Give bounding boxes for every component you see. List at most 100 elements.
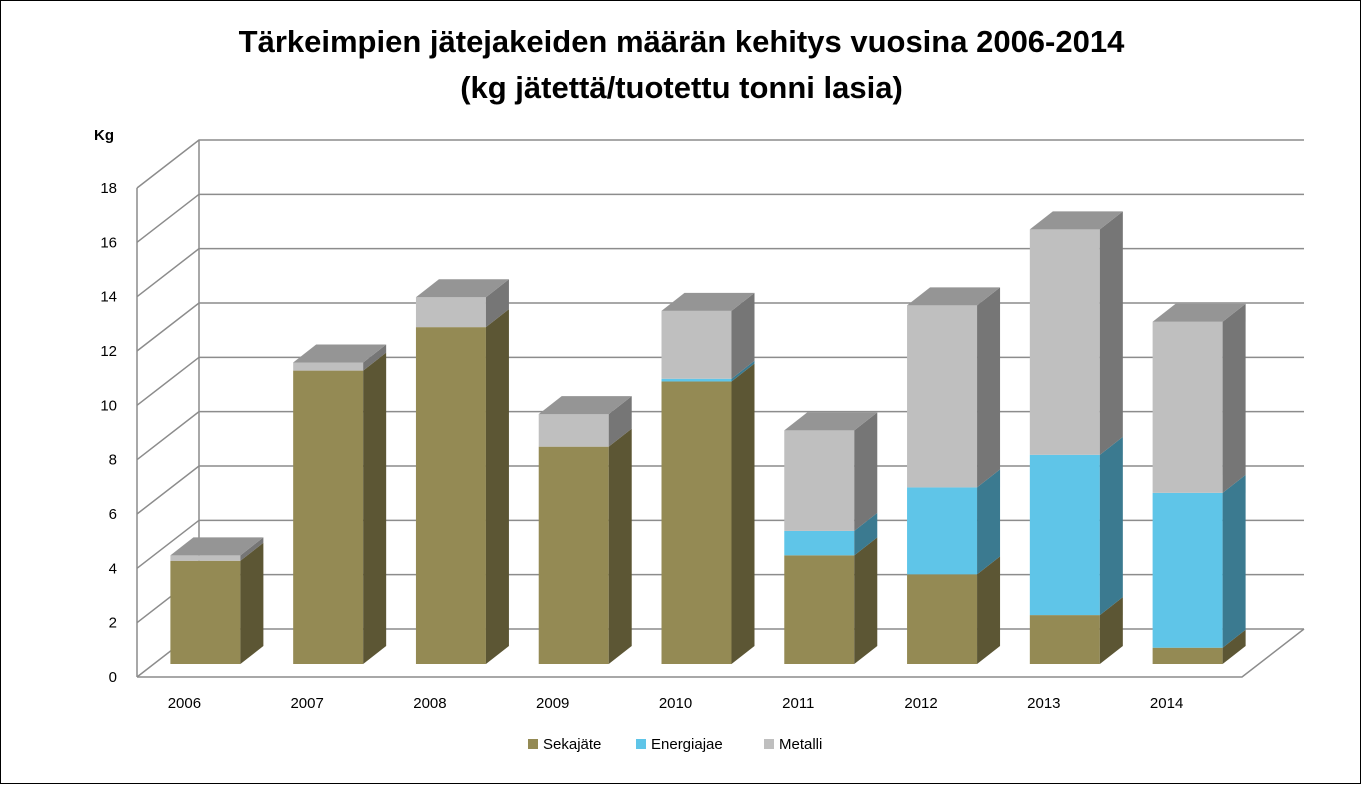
bar-side [977, 469, 1001, 575]
bar-side [608, 428, 632, 664]
bar-side [731, 292, 755, 379]
bar-top [293, 344, 387, 363]
x-tick-label: 2006 [168, 695, 201, 712]
y-tick-label: 2 [109, 615, 117, 632]
gridline [136, 247, 1304, 298]
bar-side [1222, 474, 1246, 648]
x-tick-label: 2013 [1027, 695, 1060, 712]
gridline [136, 139, 1304, 189]
y-tick-labels: 0 2 4 6 8 10 12 14 16 18 [100, 180, 117, 686]
bar-metalli-2010 [661, 292, 755, 379]
bar-top [907, 287, 1001, 306]
y-tick-label: 16 [100, 234, 117, 251]
bar-front [415, 297, 486, 328]
bar-energiajae-2011 [784, 512, 878, 556]
bar-energiajae-2010 [661, 360, 755, 382]
bar-side [731, 363, 755, 664]
bar-side [854, 512, 878, 556]
x-tick-label: 2014 [1150, 695, 1183, 712]
chart-title-line-2: (kg jätettä/tuotettu tonni lasia) [460, 70, 903, 105]
bar-side [485, 279, 509, 328]
bar-energiajae-2013 [1029, 436, 1123, 616]
bar-side [1099, 211, 1123, 455]
y-tick-label: 6 [109, 506, 117, 523]
bar-front [1029, 229, 1100, 455]
bar-side [240, 542, 264, 664]
bar-side [240, 537, 264, 561]
legend-label: Sekajäte [543, 736, 601, 753]
bar-metalli-2006 [170, 537, 264, 561]
bar-sekajäte-2009 [538, 428, 632, 664]
bar-metalli-2008 [415, 279, 509, 328]
bar-side [363, 344, 387, 371]
bar-metalli-2007 [293, 344, 387, 371]
legend-item-sekajäte: Sekajäte [528, 736, 601, 753]
bar-front [538, 446, 609, 664]
bar-side [1222, 629, 1246, 664]
y-tick-label: 12 [100, 343, 117, 360]
bar-side [608, 396, 632, 447]
legend: Sekajäte Energiajae Metalli [528, 736, 822, 753]
legend-swatch [764, 739, 774, 749]
bar-front [661, 378, 732, 382]
bar-sekajäte-2013 [1029, 597, 1123, 664]
legend-label: Metalli [779, 736, 822, 753]
bar-sekajäte-2008 [415, 309, 509, 664]
y-tick-label: 18 [100, 180, 117, 197]
bar-side [1099, 436, 1123, 616]
bar-top [784, 412, 878, 431]
bar-sekajäte-2012 [907, 556, 1001, 664]
bar-front [784, 555, 855, 664]
bar-front [538, 414, 609, 447]
bar-top [1152, 303, 1246, 322]
bar-metalli-2012 [907, 287, 1001, 488]
y-tick-label: 10 [100, 397, 117, 414]
bar-side [731, 360, 755, 382]
bar-side [485, 309, 509, 664]
y-tick-label: 8 [109, 452, 117, 469]
x-tick-label: 2007 [290, 695, 323, 712]
bar-sekajäte-2007 [293, 352, 387, 664]
bar-front [293, 370, 364, 664]
gridline [136, 193, 1304, 243]
bar-side [363, 352, 387, 664]
bar-front [661, 381, 732, 664]
bar-energiajae-2014 [1152, 474, 1246, 648]
y-tick-label: 4 [109, 560, 117, 577]
floor-edge [137, 628, 1305, 678]
legend-swatch [636, 739, 646, 749]
y-tick-label: 14 [100, 289, 117, 306]
bar-front [784, 530, 855, 556]
bar-front [170, 555, 241, 561]
legend-label: Energiajae [651, 736, 723, 753]
x-tick-label: 2008 [413, 695, 446, 712]
bar-front [784, 430, 855, 531]
bar-top [170, 537, 264, 556]
bar-front [1029, 454, 1100, 616]
bar-front [907, 487, 978, 575]
bar-side [1099, 597, 1123, 664]
bar-sekajäte-2011 [784, 537, 878, 664]
bar-top [415, 279, 509, 298]
bar-front [1152, 647, 1223, 664]
bar-top [538, 396, 632, 415]
x-tick-label: 2012 [904, 695, 937, 712]
bar-front [1029, 615, 1100, 664]
legend-swatch [528, 739, 538, 749]
legend-item-metalli: Metalli [764, 736, 822, 753]
bar-side [854, 412, 878, 531]
bar-sekajäte-2014 [1152, 629, 1246, 664]
bar-side [977, 556, 1001, 664]
bar-side [1222, 303, 1246, 493]
bars [170, 211, 1246, 664]
y-tick-label: 0 [109, 669, 117, 686]
bar-front [907, 574, 978, 664]
bar-front [907, 305, 978, 488]
bar-side [854, 537, 878, 664]
bar-sekajäte-2010 [661, 363, 755, 664]
chart-title-line-1: Tärkeimpien jätejakeiden määrän kehitys … [238, 24, 1125, 59]
bar-side [977, 287, 1001, 488]
y-axis-label: Kg [94, 127, 114, 144]
